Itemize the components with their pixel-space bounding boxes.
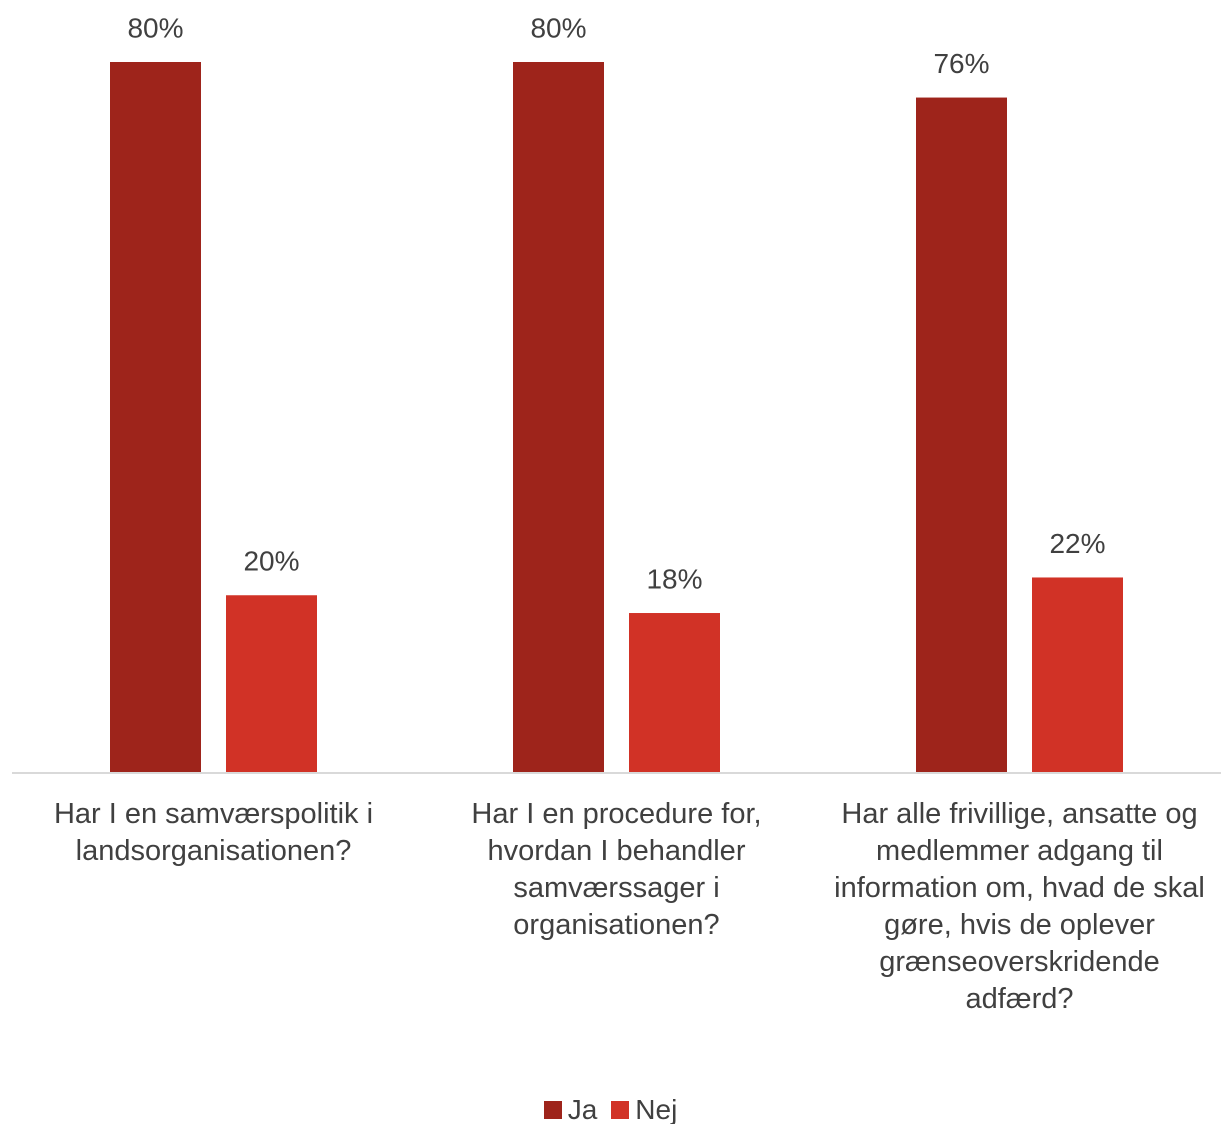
legend-item: Nej — [611, 1094, 677, 1124]
value-label: 18% — [646, 563, 702, 594]
bar — [916, 97, 1007, 774]
x-tick-label: Har alle frivillige, ansatte og medlemme… — [834, 798, 1205, 1015]
value-label: 22% — [1049, 528, 1105, 559]
value-label: 20% — [243, 546, 299, 577]
legend-item: Ja — [543, 1094, 598, 1124]
legend-label: Nej — [635, 1094, 678, 1124]
legend-label: Ja — [567, 1094, 598, 1124]
bar — [1032, 577, 1123, 773]
bar — [110, 62, 201, 773]
value-label: 80% — [127, 12, 183, 43]
bar — [629, 613, 720, 773]
legend-swatch — [611, 1101, 630, 1119]
value-label: 80% — [530, 12, 586, 43]
bar — [226, 595, 317, 773]
bar — [513, 62, 604, 773]
x-tick-label: Har I en procedure for, hvordan I behand… — [471, 798, 762, 941]
legend: Ja Nej — [0, 1094, 1221, 1124]
x-tick-label: Har I en samværspolitik i landsorganisat… — [53, 798, 374, 867]
legend-swatch — [543, 1101, 562, 1119]
value-label: 76% — [933, 48, 989, 79]
